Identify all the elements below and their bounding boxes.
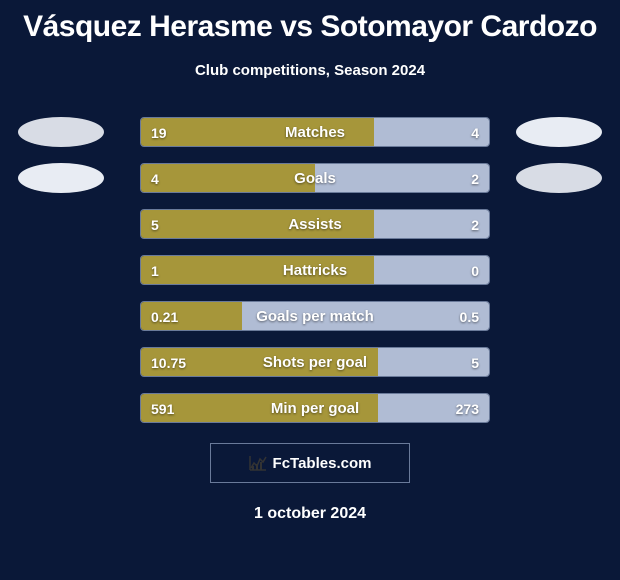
player-oval-left [18,117,104,147]
stat-bar: 52Assists [140,209,490,239]
player-oval-right [516,163,602,193]
stat-bar: 42Goals [140,163,490,193]
player-oval-right [516,117,602,147]
stat-row: 10Hattricks [0,255,620,285]
stat-bar: 591273Min per goal [140,393,490,423]
stat-row: 591273Min per goal [0,393,620,423]
stat-row: 52Assists [0,209,620,239]
stat-row: 194Matches [0,117,620,147]
stat-row: 10.755Shots per goal [0,347,620,377]
chart-icon [249,455,267,471]
stat-row: 42Goals [0,163,620,193]
stat-rows: 194Matches 42Goals 52Assists 10Hattricks 0.2… [0,117,620,423]
stat-row: 0.210.5Goals per match [0,301,620,331]
stat-bar: 10.755Shots per goal [140,347,490,377]
stat-label: Goals [141,164,489,193]
date-text: 1 october 2024 [0,505,620,523]
stat-label: Shots per goal [141,348,489,377]
page-title: Vásquez Herasme vs Sotomayor Cardozo [0,0,620,44]
stat-label: Goals per match [141,302,489,331]
subtitle: Club competitions, Season 2024 [0,62,620,79]
stat-label: Assists [141,210,489,239]
player-oval-left [18,163,104,193]
stat-label: Hattricks [141,256,489,285]
stat-bar: 10Hattricks [140,255,490,285]
brand-box: FcTables.com [210,443,410,483]
stat-label: Matches [141,118,489,147]
stat-label: Min per goal [141,394,489,423]
stat-bar: 194Matches [140,117,490,147]
stat-bar: 0.210.5Goals per match [140,301,490,331]
brand-text: FcTables.com [273,455,372,472]
